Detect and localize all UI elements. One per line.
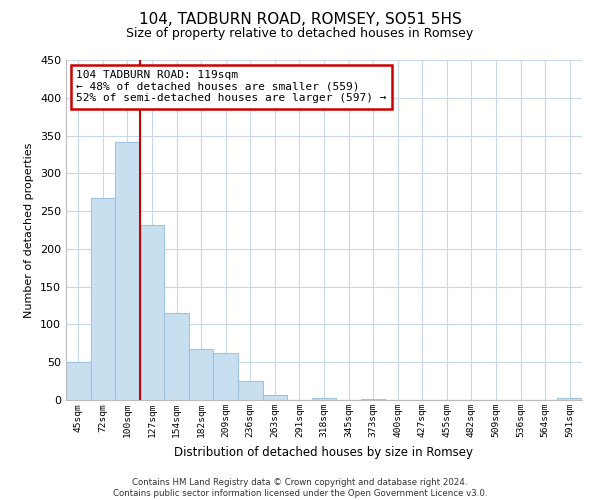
Bar (238, 381, 263, 400)
Bar (312, 398, 336, 400)
Bar (557, 398, 582, 400)
Text: 104, TADBURN ROAD, ROMSEY, SO51 5HS: 104, TADBURN ROAD, ROMSEY, SO51 5HS (139, 12, 461, 28)
Bar (140, 224, 164, 400)
Bar (91, 198, 115, 400)
Bar (66, 362, 91, 400)
Bar (361, 399, 385, 400)
Bar (164, 313, 189, 400)
X-axis label: Distribution of detached houses by size in Romsey: Distribution of detached houses by size … (175, 446, 473, 458)
Bar (189, 348, 214, 400)
Bar (263, 394, 287, 400)
Y-axis label: Number of detached properties: Number of detached properties (25, 142, 34, 318)
Bar (214, 353, 238, 400)
Text: Contains HM Land Registry data © Crown copyright and database right 2024.
Contai: Contains HM Land Registry data © Crown c… (113, 478, 487, 498)
Bar (115, 142, 140, 400)
Text: Size of property relative to detached houses in Romsey: Size of property relative to detached ho… (127, 28, 473, 40)
Text: 104 TADBURN ROAD: 119sqm
← 48% of detached houses are smaller (559)
52% of semi-: 104 TADBURN ROAD: 119sqm ← 48% of detach… (76, 70, 387, 103)
